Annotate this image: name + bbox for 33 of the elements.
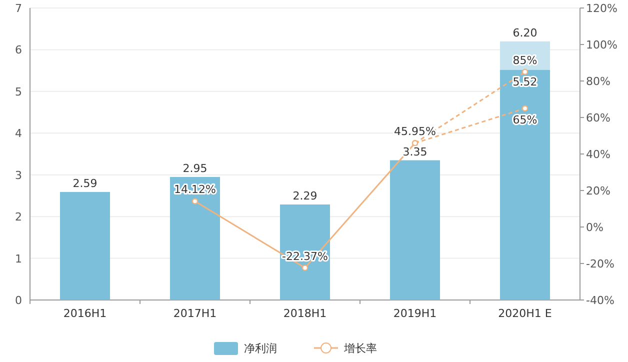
y-tick-label: 7: [15, 2, 22, 15]
y-tick-label: 4: [15, 127, 22, 140]
legend-label: 净利润: [244, 342, 277, 355]
y2-tick-label: 0%: [586, 221, 604, 234]
y2-tick-label: 40%: [586, 148, 610, 161]
x-tick-label: 2017H1: [173, 307, 217, 320]
data-label: 14.12%: [174, 183, 216, 196]
x-tick-label: 2020H1 E: [498, 307, 552, 320]
data-label: 2.29: [292, 189, 318, 202]
y2-tick-label: 80%: [586, 75, 610, 88]
y2-tick-label: 20%: [586, 184, 610, 198]
y-tick-label: 1: [15, 252, 22, 266]
y-tick-label: 6: [15, 44, 22, 57]
data-label: 65%: [512, 113, 538, 126]
x-tick-label: 2018H1: [283, 307, 327, 320]
y-tick-label: 0: [15, 294, 22, 307]
y-tick-label: 2: [15, 210, 22, 224]
x-tick-label: 2019H1: [393, 307, 437, 320]
data-label: 45.95%: [394, 125, 436, 138]
y-tick-label: 5: [15, 85, 22, 98]
y-tick-label: 3: [15, 168, 22, 182]
data-label: 5.52: [512, 76, 538, 89]
x-tick-label: 2016H1: [63, 307, 107, 320]
data-label: 85%: [512, 54, 538, 67]
y2-tick-label: 100%: [586, 38, 618, 52]
total-label: 6.20: [512, 26, 538, 40]
data-label: 2.95: [182, 162, 208, 175]
y2-tick-label: 60%: [586, 112, 610, 124]
y2-tick-label: -40%: [586, 294, 614, 307]
y2-tick-label: -20%: [586, 258, 614, 270]
legend-label: 增长率: [343, 342, 377, 355]
y2-tick-label: 120%: [586, 2, 618, 15]
data-label: 2.59: [72, 176, 98, 190]
